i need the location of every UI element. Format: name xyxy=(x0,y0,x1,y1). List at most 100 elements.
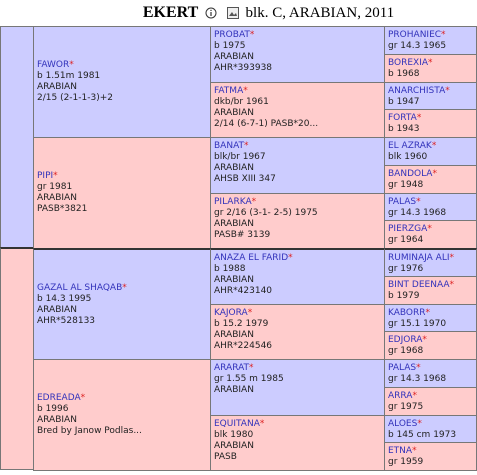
horse-name[interactable]: BOREXIA xyxy=(388,57,429,68)
registry-star: * xyxy=(122,282,127,293)
sire-side xyxy=(0,26,34,248)
name-line: ARRA* xyxy=(388,391,473,402)
horse-detail: AHSB XIII 347 xyxy=(214,174,276,184)
name-line: PROBAT* xyxy=(214,30,381,41)
name-line: EDJORA* xyxy=(388,335,473,346)
horse-name[interactable]: ANAZA EL FARID xyxy=(214,253,289,263)
name-line: ANARCHISTA* xyxy=(388,86,473,97)
horse-details: blk. C, ARABIAN, 2011 xyxy=(245,5,395,21)
horse-name[interactable]: PIPI xyxy=(37,171,54,181)
horse-info: PROHANIEC* gr 14.3 1965 xyxy=(388,30,473,52)
horse-name[interactable]: ALOES xyxy=(388,418,418,429)
horse-name[interactable]: BANDOLA xyxy=(388,168,433,179)
registry-star: * xyxy=(53,171,58,181)
horse-name[interactable]: EL AZRAK xyxy=(388,141,432,151)
horse-info: PALAS* gr 14.3 1968 xyxy=(388,197,473,219)
horse-cell: ANARCHISTA* b 1947 xyxy=(384,81,477,111)
horse-detail: ARABIAN xyxy=(214,385,254,395)
horse-detail: gr 1981 xyxy=(37,182,73,192)
name-line: ANAZA EL FARID* xyxy=(214,253,381,264)
info-icon[interactable] xyxy=(205,7,217,19)
horse-name[interactable]: ANARCHISTA xyxy=(388,85,446,96)
horse-detail: PASB# 3139 xyxy=(214,229,271,240)
horse-info: GAZAL AL SHAQAB* b 14.3 1995 ARABIAN AHR*52… xyxy=(37,283,207,327)
horse-detail: AHR*393938 xyxy=(214,63,273,73)
horse-detail: 2/14 (6-7-1) PASB*20... xyxy=(214,118,319,129)
horse-detail: b 1968 xyxy=(388,68,420,79)
horse-name[interactable]: EDREADA xyxy=(37,393,81,403)
horse-detail: ARABIAN xyxy=(214,275,254,285)
horse-info: ARARAT* gr 1.55 m 1985 ARABIAN xyxy=(214,363,381,396)
horse-info: PALAS* gr 14.3 1968 xyxy=(388,363,473,385)
horse-name[interactable]: KAJORA xyxy=(214,307,248,318)
horse-cell: PALAS* gr 14.3 1968 xyxy=(384,359,477,388)
horse-detail: gr 2/16 (3-1- 2-5) 1975 xyxy=(214,207,318,218)
horse-name[interactable]: ARRA xyxy=(388,390,413,401)
name-line: PILARKA* xyxy=(214,197,381,208)
horse-info: ANAZA EL FARID* b 1988 ARABIAN AHR*423140 xyxy=(214,253,381,297)
horse-name[interactable]: PROBAT xyxy=(214,30,250,40)
horse-detail: ARABIAN xyxy=(214,52,254,62)
horse-name[interactable]: BINT DEENAA xyxy=(388,279,450,290)
horse-detail: AHR*528133 xyxy=(37,315,96,326)
registry-star: * xyxy=(412,446,417,457)
name-line: FAWOR* xyxy=(37,60,207,71)
horse-name[interactable]: RUMINAJA ALI xyxy=(388,253,450,263)
horse-info: ANARCHISTA* b 1947 xyxy=(388,86,473,108)
horse-name[interactable]: PIERZGA xyxy=(388,224,428,235)
horse-detail: b 14.3 1995 xyxy=(37,293,92,304)
registry-star: * xyxy=(431,141,437,151)
horse-detail: ARABIAN xyxy=(37,82,77,92)
horse-name[interactable]: EQUITANA xyxy=(214,418,260,429)
horse-detail: ARABIAN xyxy=(214,218,254,229)
horse-name[interactable]: PILARKA xyxy=(214,196,252,207)
name-line: RUMINAJA ALI* xyxy=(388,253,473,264)
horse-name[interactable]: PALAS xyxy=(388,363,417,373)
horse-cell: KABORR* gr 15.1 1970 xyxy=(384,303,477,333)
horse-name[interactable]: GAZAL AL SHAQAB xyxy=(37,282,123,293)
horse-cell: PROHANIEC* gr 14.3 1965 xyxy=(384,26,477,55)
horse-detail: ARABIAN xyxy=(37,304,77,315)
registry-star: * xyxy=(251,196,257,207)
horse-detail: PASB*3821 xyxy=(37,204,88,214)
horse-name[interactable]: PALAS xyxy=(388,196,417,207)
horse-detail: b 1996 xyxy=(37,404,69,414)
registry-star: * xyxy=(259,418,265,429)
horse-cell: PIPI* gr 1981 ARABIAN PASB*3821 xyxy=(33,137,211,249)
horse-detail: blk/br 1967 xyxy=(214,152,266,162)
name-line: ETNA* xyxy=(388,446,473,457)
registry-star: * xyxy=(244,141,249,151)
horse-detail: gr 1975 xyxy=(388,401,424,412)
horse-info: EL AZRAK* blk 1960 xyxy=(388,141,473,163)
horse-name[interactable]: FAWOR xyxy=(37,60,70,70)
horse-name[interactable]: BANAT xyxy=(214,141,245,151)
registry-star: * xyxy=(416,113,422,124)
horse-name[interactable]: EDJORA xyxy=(388,335,423,346)
horse-cell: ARARAT* gr 1.55 m 1985 ARABIAN xyxy=(210,359,385,416)
horse-info: BANAT* blk/br 1967 ARABIAN AHSB XIII 347 xyxy=(214,141,381,185)
horse-detail: AHR*423140 xyxy=(214,286,273,296)
horse-detail: gr 1948 xyxy=(388,179,424,190)
photo-icon[interactable] xyxy=(226,7,239,19)
horse-cell: RUMINAJA ALI* gr 1976 xyxy=(384,248,477,277)
horse-name[interactable]: ARARAT xyxy=(214,363,250,373)
registry-star: * xyxy=(412,390,417,401)
horse-info: KAJORA* b 15.2 1979 ARABIAN AHR*224546 xyxy=(214,308,381,352)
horse-name[interactable]: FATMA xyxy=(214,85,244,96)
horse-cell: ETNA* gr 1959 xyxy=(384,442,477,471)
horse-name[interactable]: ETNA xyxy=(388,446,413,457)
registry-star: * xyxy=(445,85,450,96)
registry-star: * xyxy=(249,363,254,373)
header: EKERT blk. C, ARABIAN, 2011 xyxy=(0,4,477,22)
horse-cell: BINT DEENAA* b 1979 xyxy=(384,275,477,305)
name-line: PALAS* xyxy=(388,363,473,374)
registry-star: * xyxy=(441,30,446,40)
horse-name[interactable]: FORTA xyxy=(388,113,417,124)
name-line: ALOES* xyxy=(388,419,473,430)
horse-name[interactable]: KABORR xyxy=(388,307,426,318)
horse-info: FAWOR* b 1.51m 1981 ARABIAN 2/15 (2-1-1-3)+… xyxy=(37,60,207,104)
horse-name[interactable]: PROHANIEC xyxy=(388,30,442,40)
horse-detail: gr 1968 xyxy=(388,346,424,357)
horse-detail: ARABIAN xyxy=(37,193,77,203)
